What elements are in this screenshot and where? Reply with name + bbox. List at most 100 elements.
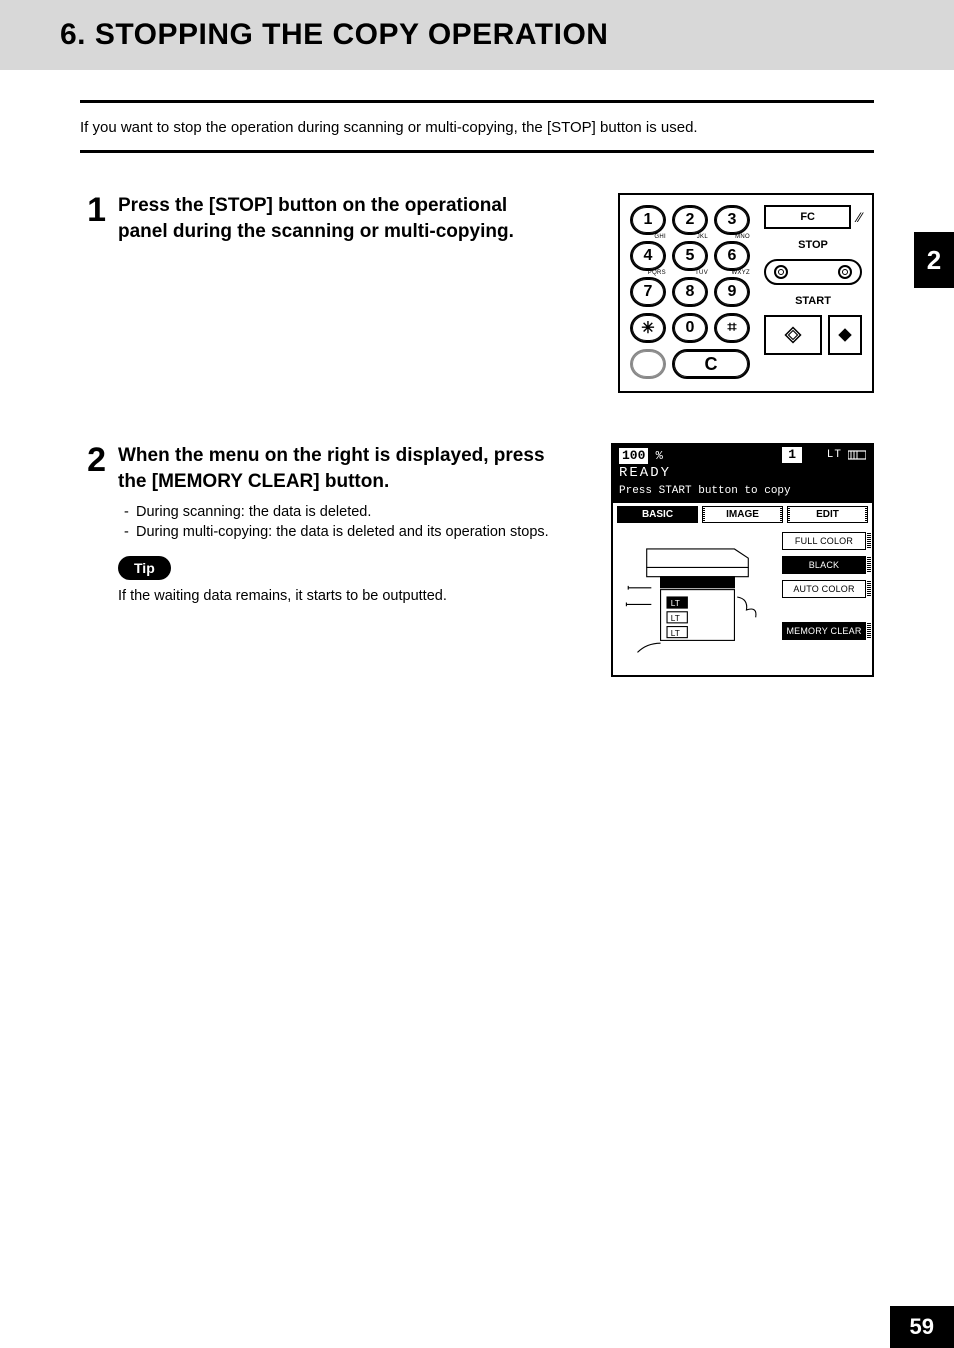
diamond-solid-icon: [836, 326, 854, 344]
key-0-label: 0: [686, 319, 695, 337]
key-3: 3: [714, 205, 750, 235]
key-4-sup: GHI: [654, 234, 666, 240]
step-2-bullets: During scanning: the data is deleted. Du…: [118, 504, 558, 540]
step-2: 2 When the menu on the right is displaye…: [80, 443, 874, 677]
printer-illustration: LT LT LT: [619, 532, 776, 667]
stop-circle-left-icon: [774, 265, 788, 279]
stop-button-diagram: [764, 259, 862, 285]
btn-full-color: FULL COLOR: [782, 532, 866, 550]
btn-black: BLACK: [782, 556, 866, 574]
key-8: 8TUV: [672, 277, 708, 307]
step-1-number: 1: [80, 193, 106, 227]
tray1-label: LT: [671, 598, 680, 608]
key-0: 0: [672, 313, 708, 343]
tab-basic: BASIC: [617, 506, 698, 523]
start-label: START: [764, 295, 862, 307]
intro-text: If you want to stop the operation during…: [80, 119, 874, 150]
chapter-number: 2: [927, 245, 941, 276]
btn-auto-color: AUTO COLOR: [782, 580, 866, 598]
rule-bottom: [80, 150, 874, 153]
step-2-body: When the menu on the right is displayed,…: [118, 443, 558, 604]
key-1-label: 1: [644, 211, 653, 229]
paper-size-indicator: LT: [827, 449, 842, 463]
stop-circle-right-icon: [838, 265, 852, 279]
stop-label: STOP: [764, 239, 862, 251]
ready-status: READY: [619, 465, 866, 483]
key-5-label: 5: [686, 247, 695, 265]
prompt-text: Press START button to copy: [619, 485, 791, 497]
key-4-label: 4: [644, 247, 653, 265]
key-7: 7PQRS: [630, 277, 666, 307]
key-5-sup: JKL: [697, 234, 708, 240]
key-9-label: 9: [728, 283, 737, 301]
screen-side-buttons: FULL COLOR BLACK AUTO COLOR MEMORY CLEAR: [782, 532, 866, 667]
zoom-percent-sign: %: [656, 449, 663, 463]
key-blank: [630, 349, 666, 379]
key-7-label: 7: [644, 283, 653, 301]
key-1: 1: [630, 205, 666, 235]
tab-edit: EDIT: [787, 506, 868, 523]
key-5: 5JKL: [672, 241, 708, 271]
diamond-outline-icon: [784, 326, 802, 344]
btn-memory-clear: MEMORY CLEAR: [782, 622, 866, 640]
start-color-button: [828, 315, 862, 355]
key-8-label: 8: [686, 283, 695, 301]
panel-right-column: FC ⁄⁄ STOP START: [764, 205, 862, 355]
step-2-heading: When the menu on the right is displayed,…: [118, 443, 558, 494]
key-7-sup: PQRS: [648, 270, 666, 276]
key-hash-label: ⌗: [727, 319, 736, 337]
key-6-label: 6: [728, 247, 737, 265]
bullet-scanning: During scanning: the data is deleted.: [124, 504, 558, 520]
tray3-label: LT: [671, 627, 680, 637]
key-6: 6MNO: [714, 241, 750, 271]
key-star-label: ✳: [641, 318, 654, 338]
screen-tabs: BASIC IMAGE EDIT: [613, 503, 872, 526]
key-9: 9WXYZ: [714, 277, 750, 307]
content-area: If you want to stop the operation during…: [0, 70, 954, 677]
section-title-bar: 6. STOPPING THE COPY OPERATION: [0, 0, 954, 70]
step-1: 1 Press the [STOP] button on the operati…: [80, 193, 874, 393]
numeric-keypad: 1 2 3 4GHI 5JKL 6MNO 7PQRS 8TUV 9WXYZ ✳ …: [630, 205, 750, 379]
page-number-footer: 59: [890, 1306, 954, 1348]
key-8-sup: TUV: [695, 270, 708, 276]
key-clear: C: [672, 349, 750, 379]
fc-button: FC: [764, 205, 851, 229]
key-star: ✳: [630, 313, 666, 343]
start-button-row: [764, 315, 862, 355]
page-number: 59: [910, 1314, 934, 1339]
step-2-number: 2: [80, 443, 106, 477]
key-2: 2: [672, 205, 708, 235]
screen-header: 100 % 1 LT READY Press START button to c…: [613, 445, 872, 503]
key-clear-label: C: [705, 354, 718, 375]
tip-text: If the waiting data remains, it starts t…: [118, 588, 558, 604]
operational-panel-diagram: 1 2 3 4GHI 5JKL 6MNO 7PQRS 8TUV 9WXYZ ✳ …: [618, 193, 874, 393]
tray2-label: LT: [671, 613, 680, 623]
key-9-sup: WXYZ: [731, 270, 750, 276]
key-4: 4GHI: [630, 241, 666, 271]
step-1-figure: 1 2 3 4GHI 5JKL 6MNO 7PQRS 8TUV 9WXYZ ✳ …: [618, 193, 874, 393]
orientation-icon: [848, 449, 866, 466]
manual-page: 6. STOPPING THE COPY OPERATION 2 If you …: [0, 0, 954, 1348]
key-2-label: 2: [686, 211, 695, 229]
led-icon: ⁄⁄: [857, 209, 862, 225]
key-hash: ⌗: [714, 313, 750, 343]
zoom-value: 100: [619, 448, 648, 464]
chapter-tab: 2: [914, 232, 954, 288]
step-2-figure: 100 % 1 LT READY Press START button to c…: [611, 443, 874, 677]
step-1-body: Press the [STOP] button on the operation…: [118, 193, 558, 254]
key-3-label: 3: [728, 211, 737, 229]
tip-badge: Tip: [118, 556, 171, 580]
fc-label: FC: [800, 211, 815, 223]
fc-row: FC ⁄⁄: [764, 205, 862, 229]
tab-image: IMAGE: [702, 506, 783, 523]
start-mono-button: [764, 315, 822, 355]
bullet-multicopy: During multi-copying: the data is delete…: [124, 524, 558, 540]
lcd-screen-diagram: 100 % 1 LT READY Press START button to c…: [611, 443, 874, 677]
printer-icon: LT LT LT: [619, 532, 776, 662]
copy-count: 1: [782, 447, 802, 463]
screen-body: LT LT LT FULL COLOR BLACK AUTO COLOR MEM…: [613, 526, 872, 675]
step-1-heading: Press the [STOP] button on the operation…: [118, 193, 558, 244]
section-title: 6. STOPPING THE COPY OPERATION: [60, 18, 954, 52]
key-6-sup: MNO: [735, 234, 750, 240]
rule-top: [80, 100, 874, 103]
